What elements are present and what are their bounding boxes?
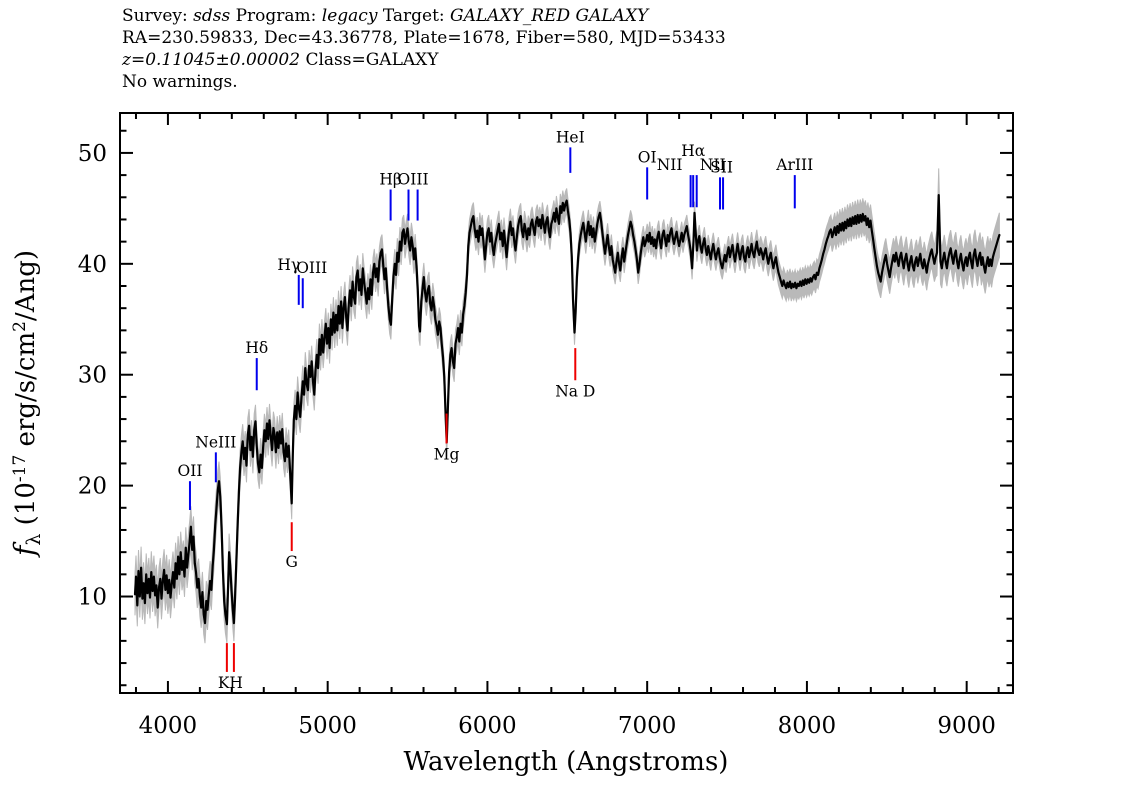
program-value: legacy xyxy=(321,6,378,26)
program-label: Program: xyxy=(230,6,322,26)
redshift-value: z=0.11045±0.00002 xyxy=(122,50,301,70)
x-tick-label: 4000 xyxy=(139,713,198,739)
x-tick-label: 5000 xyxy=(298,713,357,739)
marker-label: HeI xyxy=(556,128,585,146)
target-label: Target: xyxy=(377,6,451,26)
x-tick-label: 9000 xyxy=(937,713,996,739)
y-tick-label: 40 xyxy=(78,252,107,278)
y-axis-title: fλ (10-17 erg/s/cm2/Ang) xyxy=(8,250,45,558)
marker-label: Hβ xyxy=(379,171,402,189)
y-tick-label: 50 xyxy=(78,141,107,167)
header-line-warnings: No warnings. xyxy=(122,72,238,92)
marker-label: Hα xyxy=(681,142,706,160)
marker-label: ArIII xyxy=(775,156,813,174)
class-value: Class=GALAXY xyxy=(300,50,439,70)
marker-label: OIII xyxy=(398,171,429,189)
marker-label: KH xyxy=(218,674,243,692)
y-tick-label: 30 xyxy=(78,363,107,389)
marker-label: Hδ xyxy=(245,339,268,357)
marker-label: Hγ xyxy=(277,256,300,274)
x-tick-label: 7000 xyxy=(618,713,677,739)
x-axis-title: Wavelength (Angstroms) xyxy=(404,747,729,777)
error-band xyxy=(134,168,1000,644)
header-line-survey: Survey: sdss Program: legacy Target: GAL… xyxy=(122,5,726,27)
axis-box xyxy=(119,112,1014,694)
marker-label: Na D xyxy=(555,382,595,400)
marker-label: OIII xyxy=(296,259,327,277)
x-tick-label: 6000 xyxy=(458,713,517,739)
y-tick-label: 20 xyxy=(78,474,107,500)
marker-label: OII xyxy=(177,462,202,480)
spectrum-line xyxy=(133,194,1001,626)
marker-label: SII xyxy=(710,158,733,176)
header-info: Survey: sdss Program: legacy Target: GAL… xyxy=(122,5,726,93)
header-line-coords: RA=230.59833, Dec=43.36778, Plate=1678, … xyxy=(122,28,726,48)
marker-label: NII xyxy=(657,156,683,174)
target-value: GALAXY_RED GALAXY xyxy=(450,6,649,26)
marker-label: NII xyxy=(700,156,726,174)
y-tick-label: 10 xyxy=(78,585,107,611)
header-line-redshift: z=0.11045±0.00002 Class=GALAXY xyxy=(122,49,726,71)
marker-label: G xyxy=(286,553,298,571)
marker-label: NeIII xyxy=(195,433,236,451)
marker-label: OI xyxy=(638,148,657,166)
survey-label: Survey: xyxy=(122,6,194,26)
survey-value: sdss xyxy=(193,6,231,26)
marker-label: Mg xyxy=(434,445,460,463)
x-tick-label: 8000 xyxy=(778,713,837,739)
